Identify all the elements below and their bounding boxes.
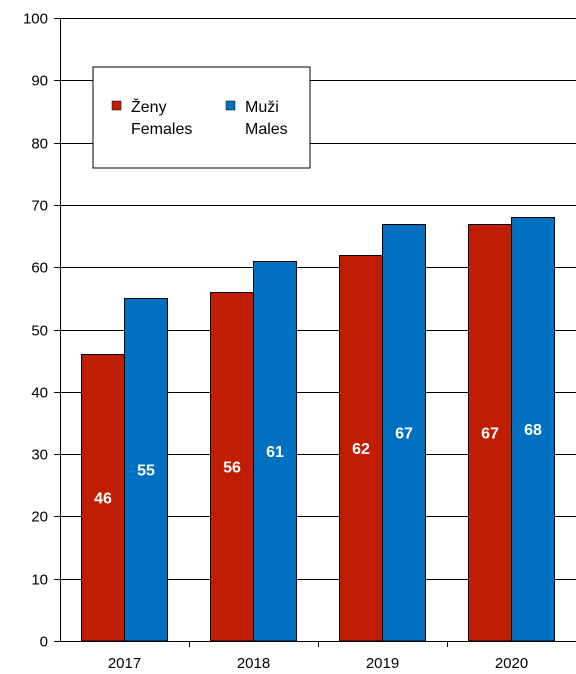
data-label: 61 <box>266 444 284 461</box>
y-tick-label: 30 <box>31 447 48 464</box>
x-tick-label: 2020 <box>495 655 528 672</box>
x-tick-label: 2019 <box>366 655 399 672</box>
legend-label-females-line1: Ženy <box>131 97 167 116</box>
data-labels: 46 55 56 61 62 67 67 68 <box>94 422 542 508</box>
y-tick-label: 80 <box>31 136 48 153</box>
bar-females-2020 <box>468 224 512 642</box>
y-tick-label: 20 <box>31 509 48 526</box>
legend: Ženy Females Muži Males <box>92 66 311 169</box>
legend-label-females-line2: Females <box>131 121 192 138</box>
data-label: 55 <box>137 463 155 480</box>
y-tick-label: 50 <box>31 323 48 340</box>
bar-males-2020 <box>511 217 555 642</box>
data-label: 46 <box>94 491 112 508</box>
y-tick-label: 0 <box>40 634 48 651</box>
y-tick-label: 70 <box>31 198 48 215</box>
bar-males-2017 <box>124 298 168 642</box>
legend-box <box>92 66 311 169</box>
bar-males-2018 <box>253 261 297 642</box>
data-label: 67 <box>481 425 499 442</box>
y-tick-label: 100 <box>23 11 48 28</box>
data-label: 62 <box>352 441 370 458</box>
x-tick-label: 2018 <box>237 655 270 672</box>
data-label: 56 <box>223 460 241 477</box>
data-label: 67 <box>395 425 413 442</box>
legend-swatch-females <box>111 100 122 111</box>
legend-swatch-males <box>225 100 236 111</box>
data-label: 68 <box>524 422 542 439</box>
axes: 0 10 20 30 40 50 60 70 80 90 100 2017 2018 2019 2020 <box>23 11 576 672</box>
x-tick-label: 2017 <box>108 655 141 672</box>
y-tick-label: 90 <box>31 73 48 90</box>
y-tick-label: 60 <box>31 260 48 277</box>
bar-females-2019 <box>339 255 383 642</box>
legend-label-males-line1: Muži <box>245 99 279 116</box>
y-tick-label: 10 <box>31 572 48 589</box>
y-tick-label: 40 <box>31 385 48 402</box>
bar-males-2019 <box>382 224 426 642</box>
legend-label-males-line2: Males <box>245 121 288 138</box>
